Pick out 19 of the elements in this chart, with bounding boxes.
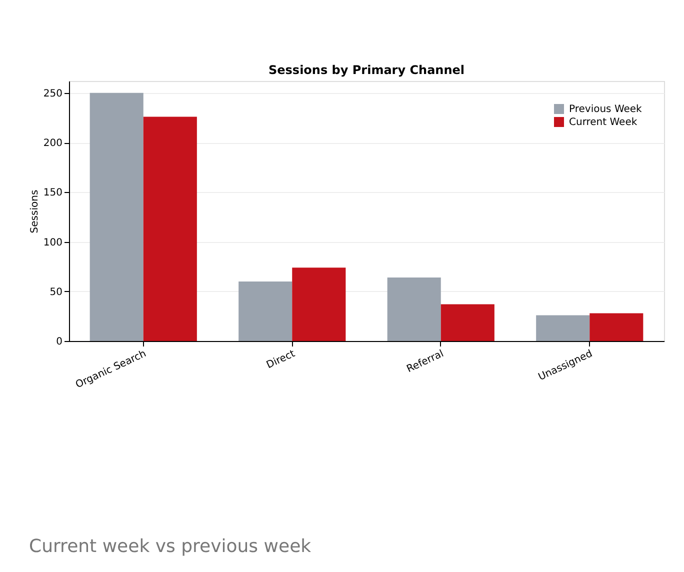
bar <box>536 315 590 341</box>
text: Current week vs previous week <box>29 536 312 557</box>
y-tick-label: 200 <box>43 138 62 150</box>
bar <box>238 281 292 341</box>
y-tick-label: 150 <box>43 188 62 199</box>
y-tick-label: 0 <box>56 336 62 348</box>
y-tick-label: 250 <box>43 88 62 100</box>
bar <box>387 277 441 341</box>
bar <box>90 92 144 341</box>
bar <box>143 116 197 341</box>
chart-title: Sessions by Primary Channel <box>268 63 465 77</box>
y-tick-label: 100 <box>43 237 62 248</box>
bar <box>590 313 644 341</box>
legend-label: Previous Week <box>569 104 642 115</box>
y-tick-label: 50 <box>50 286 62 298</box>
y-axis-title: Sessions <box>29 190 40 234</box>
legend-label: Current Week <box>569 117 638 128</box>
bar <box>292 268 346 341</box>
bar <box>440 304 494 341</box>
